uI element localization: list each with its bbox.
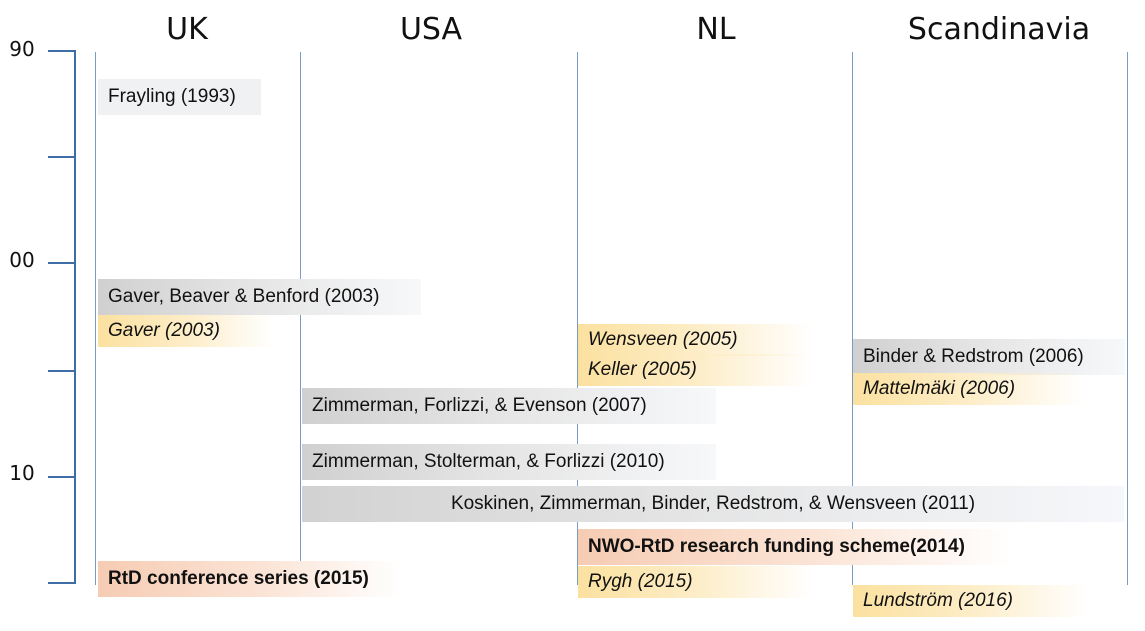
- axis-label-10: 10: [9, 461, 35, 485]
- entry-rygh: Rygh (2015): [578, 566, 813, 598]
- column-divider-scandinavia: [852, 52, 853, 585]
- entry-gaver: Gaver (2003): [98, 315, 273, 347]
- column-divider-right: [1127, 52, 1128, 585]
- entry-rtd-conference: RtD conference series (2015): [98, 561, 400, 597]
- axis-label-90: 90: [9, 37, 35, 61]
- region-nl-header: NL: [696, 12, 736, 47]
- entry-wensveen: Wensveen (2005): [578, 324, 813, 356]
- region-uk-header: UK: [166, 12, 208, 47]
- entry-zimmerman-forlizzi-evenson: Zimmerman, Forlizzi, & Evenson (2007): [302, 388, 716, 424]
- timeline-axis: [74, 51, 76, 584]
- column-divider-uk: [95, 52, 96, 585]
- entry-keller: Keller (2005): [578, 354, 813, 386]
- entry-mattelmaki: Mattelmäki (2006): [853, 373, 1083, 405]
- axis-tick: [48, 582, 76, 584]
- entry-zimmerman-stolterman-forlizzi: Zimmerman, Stolterman, & Forlizzi (2010): [302, 444, 716, 480]
- entry-binder-redstrom: Binder & Redstrom (2006): [853, 339, 1125, 375]
- entry-frayling: Frayling (1993): [98, 79, 261, 115]
- entry-nwo-rtd-funding: NWO-RtD research funding scheme(2014): [578, 529, 1012, 565]
- entry-koskinen: Koskinen, Zimmerman, Binder, Redstrom, &…: [302, 486, 1124, 522]
- column-divider-nl: [577, 52, 578, 585]
- axis-tick: [48, 50, 76, 52]
- axis-tick: [48, 476, 76, 478]
- entry-gaver-beaver-benford: Gaver, Beaver & Benford (2003): [98, 279, 421, 315]
- axis-tick: [48, 370, 76, 372]
- region-scandinavia-header: Scandinavia: [907, 12, 1091, 47]
- axis-tick: [48, 156, 76, 158]
- column-divider-usa: [300, 52, 301, 585]
- entry-lundstrom: Lundström (2016): [853, 585, 1088, 617]
- region-usa-header: USA: [399, 12, 463, 47]
- axis-label-00: 00: [9, 248, 35, 272]
- axis-tick: [48, 262, 76, 264]
